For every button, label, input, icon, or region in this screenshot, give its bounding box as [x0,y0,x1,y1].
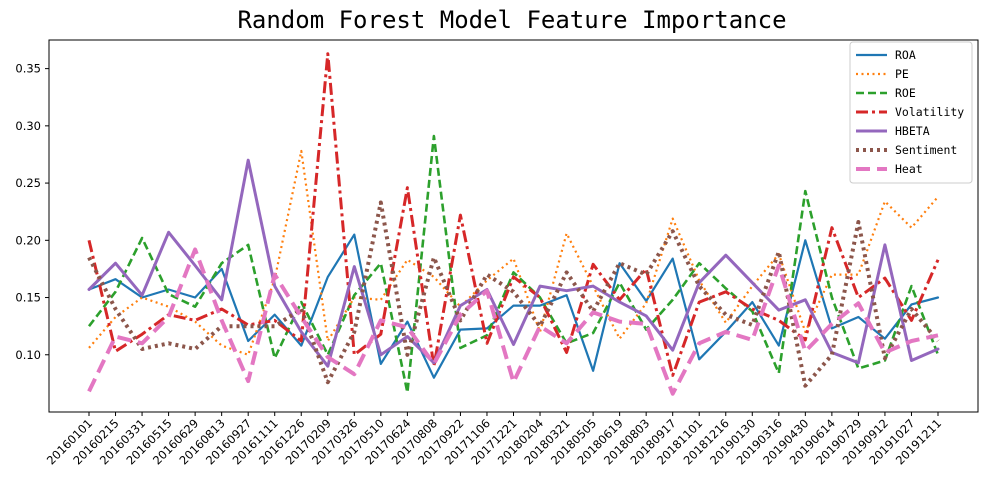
legend-box [849,41,973,184]
series-line-sentiment [87,200,940,388]
legend-label-roa: ROA [895,48,916,62]
series-line-volatility [87,52,940,377]
series-line-roa [87,233,940,379]
legend-label-sentiment: Sentiment [895,143,957,157]
legend: ROA PE ROE Volatility HBETA Sentiment Heat [849,41,973,184]
series-line-hbeta [87,158,940,368]
legend-label-hbeta: HBETA [895,124,930,138]
series-line-heat [87,247,939,396]
legend-label-roe: ROE [895,86,916,100]
y-tick-label: 0.10 [15,348,41,362]
y-tick-label: 0.20 [15,233,41,247]
y-tick-label: 0.25 [15,176,41,190]
series-line-roe [87,134,940,394]
legend-label-pe: PE [895,67,909,81]
y-tick-label: 0.15 [15,291,41,305]
legend-label-heat: Heat [895,162,923,176]
y-tick-label: 0.35 [15,62,41,76]
y-tick-label: 0.30 [15,119,41,133]
chart-title: Random Forest Model Feature Importance [237,6,786,34]
legend-label-volatility: Volatility [895,105,964,119]
series-line-pe [88,149,939,356]
plot-area [87,52,940,396]
